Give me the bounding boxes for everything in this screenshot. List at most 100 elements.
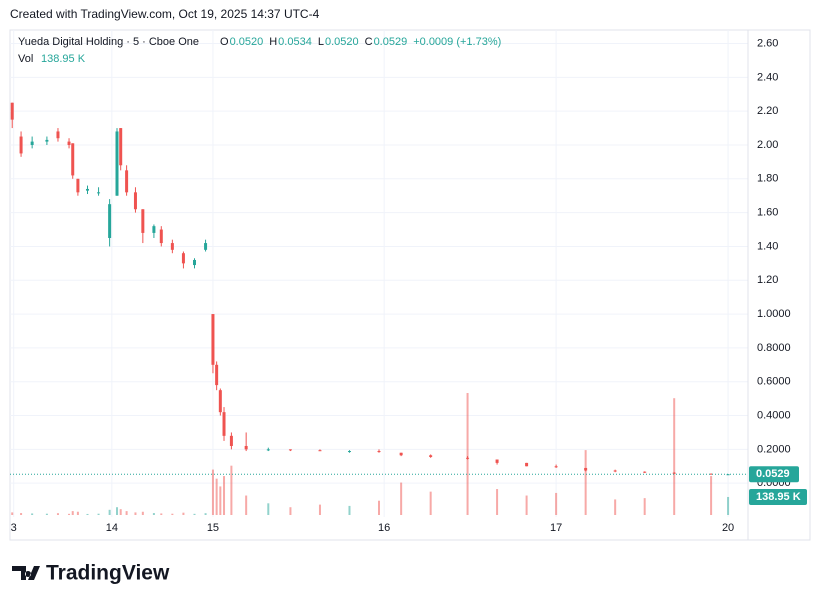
volume-bar <box>643 498 646 515</box>
volume-bar <box>11 512 14 515</box>
candle-body <box>67 141 71 145</box>
candle-body <box>133 192 137 210</box>
y-tick-label: 1.40 <box>757 240 778 252</box>
candle-body <box>215 364 219 386</box>
ohlc-value: 0.0534 <box>278 36 312 48</box>
logo-mark <box>12 566 40 580</box>
y-tick-label: 1.60 <box>757 207 778 219</box>
volume-bar <box>673 398 676 515</box>
y-tick-label: 2.40 <box>757 71 778 83</box>
y-tick-label: 1.20 <box>757 274 778 286</box>
volume-bar <box>496 489 499 515</box>
volume-bar <box>400 482 403 515</box>
logo: TradingView <box>12 562 170 585</box>
caption: Created with TradingView.com, Oct 19, 20… <box>10 7 320 21</box>
ohlc-value: 0.0520 <box>230 36 264 48</box>
volume-bar <box>215 478 218 515</box>
y-tick-label: 0.4000 <box>757 409 791 421</box>
ohlc-label: C <box>365 36 373 48</box>
candle-body <box>85 188 89 191</box>
candle-body <box>56 131 60 139</box>
volume-bar <box>193 513 196 515</box>
volume-bar <box>134 512 137 515</box>
candle-body <box>45 139 49 142</box>
candle-body <box>709 473 713 475</box>
candle-body <box>643 471 647 473</box>
volume-bar <box>429 491 432 515</box>
volume-bar <box>525 495 528 515</box>
candle-body <box>318 450 322 452</box>
candle-body <box>244 445 248 450</box>
ohlc-label: L <box>318 36 324 48</box>
candle-body <box>193 259 196 266</box>
volume-bar <box>141 511 144 515</box>
y-tick-label: 2.60 <box>757 37 778 49</box>
candle-body <box>613 470 617 472</box>
candle-body <box>152 226 156 233</box>
volume-bar <box>727 496 730 515</box>
price-tag <box>749 466 799 483</box>
symbol: Yueda Digital Holding · 5 · Cboe One <box>18 36 199 48</box>
ohlc-label: H <box>269 36 277 48</box>
volume-bar <box>318 504 321 515</box>
candle-body <box>288 449 292 451</box>
candle-body <box>76 178 80 193</box>
volume-value: 138.95 K <box>41 53 86 65</box>
candle-body <box>115 131 119 196</box>
frame <box>9 29 811 541</box>
candle-body <box>584 467 588 471</box>
candle-body <box>554 466 558 468</box>
volume-bar <box>56 513 59 515</box>
volume-bar <box>86 513 89 515</box>
candle-body <box>119 128 123 166</box>
volume-bar <box>108 509 111 515</box>
candle-body <box>222 412 226 436</box>
y-tick-label: 0.8000 <box>757 342 791 354</box>
candle-body <box>19 136 23 154</box>
volume-label: Vol <box>18 53 33 65</box>
volume-bar <box>614 499 617 515</box>
x-tick-label: 16 <box>378 522 390 534</box>
volume-bar <box>152 513 155 515</box>
x-tick-label: 14 <box>106 522 118 534</box>
volume-bar <box>31 513 34 515</box>
ohlc-value: 0.0520 <box>325 36 359 48</box>
candle-body <box>125 170 129 193</box>
candle-body <box>229 435 233 446</box>
candle-body <box>170 243 174 250</box>
volume-tag-label: 138.95 K <box>756 491 801 503</box>
candle-body <box>377 451 381 453</box>
volume-bar <box>245 495 248 515</box>
volume-bar <box>230 465 233 515</box>
price-tag-label: 0.0529 <box>756 468 790 480</box>
candle-body <box>726 474 730 476</box>
volume-bar <box>68 513 71 515</box>
logo-text: TradingView <box>46 562 170 585</box>
candle-body <box>495 459 499 463</box>
volume-bar <box>219 486 222 515</box>
candle-body <box>672 472 676 474</box>
volume-bar <box>348 505 351 515</box>
candle-body <box>466 457 470 459</box>
candle-body <box>266 449 270 451</box>
y-tick-label: 0.6000 <box>757 376 791 388</box>
volume-bar <box>466 393 469 515</box>
volume-bar <box>119 509 122 515</box>
volume-bar <box>267 503 270 515</box>
candle-body <box>181 253 185 264</box>
volume-bar <box>97 513 100 515</box>
volume-bar <box>71 511 74 515</box>
volume-bar <box>171 513 174 515</box>
candle-body <box>429 455 433 457</box>
y-tick-label: 1.80 <box>757 173 778 185</box>
candle-body <box>347 451 351 453</box>
volume-bar <box>45 513 48 515</box>
y-tick-label: 0.2000 <box>757 443 791 455</box>
candle-body <box>211 314 215 365</box>
x-tick-label: 17 <box>550 522 562 534</box>
volume-bar <box>710 476 713 515</box>
volume-bar <box>378 500 380 515</box>
volume-bar <box>160 513 163 515</box>
y-tick-label: 2.00 <box>757 139 778 151</box>
